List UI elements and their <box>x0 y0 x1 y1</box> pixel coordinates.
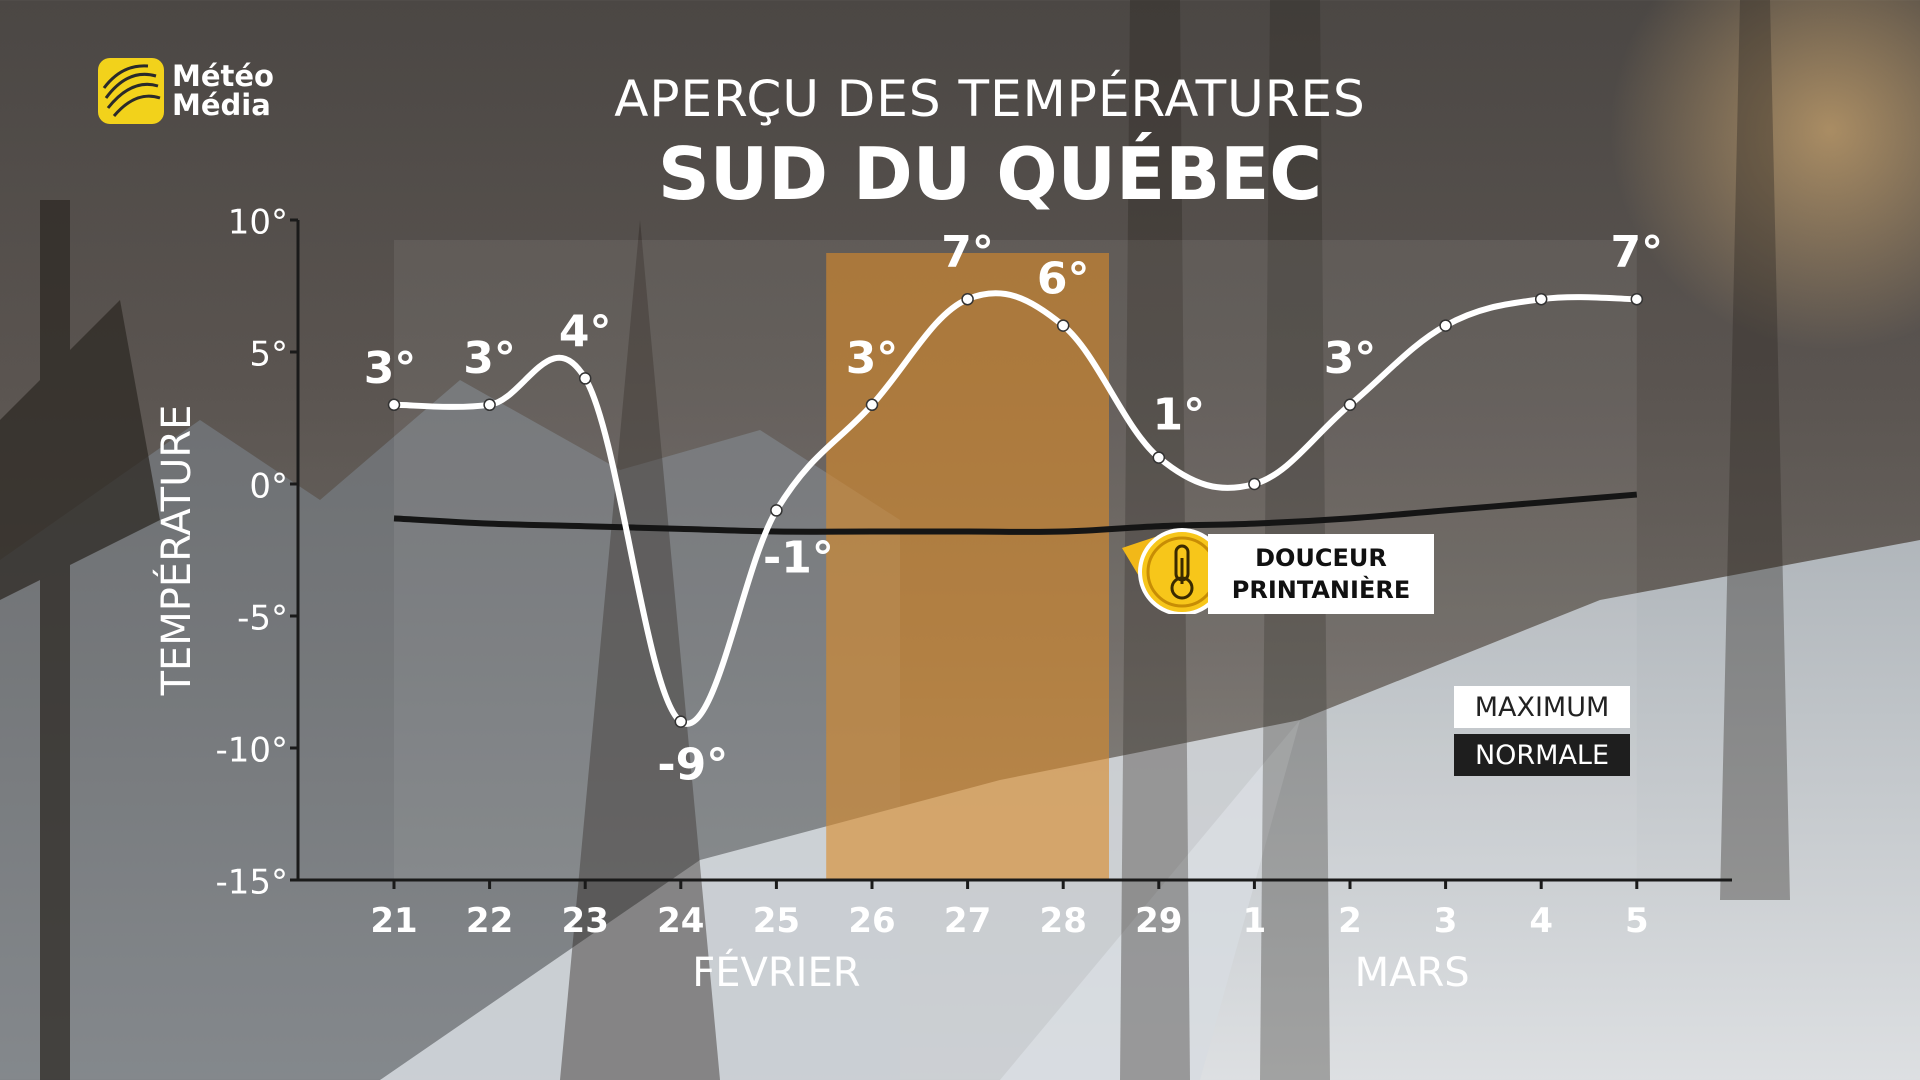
maximum-point <box>1056 319 1070 332</box>
y-tick-label: 10° <box>228 203 288 243</box>
x-tick-label: 22 <box>466 901 513 941</box>
y-tick-label: 0° <box>249 467 288 507</box>
callout-label: DOUCEUR PRINTANIÈRE <box>1208 534 1434 614</box>
month-label: MARS <box>1355 950 1470 996</box>
logo-globe-icon <box>98 58 164 124</box>
maximum-data-label: 7° <box>941 227 994 278</box>
thermometer-icon <box>1122 528 1226 614</box>
maximum-data-label: 3° <box>846 333 899 384</box>
x-tick-label: 3 <box>1434 901 1458 941</box>
y-tick-label: -15° <box>215 863 288 903</box>
logo-text: Météo Média <box>172 62 274 120</box>
maximum-data-label: 3° <box>364 343 417 394</box>
logo-line1: Météo <box>172 59 274 93</box>
x-tick-label: 4 <box>1529 901 1553 941</box>
x-tick-label: 25 <box>753 901 800 941</box>
maximum-point <box>770 504 783 517</box>
y-tick-label: -10° <box>215 731 288 771</box>
maximum-data-label: 1° <box>1152 390 1205 441</box>
maximum-data-label: 3° <box>1324 333 1377 384</box>
y-tick-label: 5° <box>249 335 288 375</box>
callout-line2: PRINTANIÈRE <box>1231 576 1411 604</box>
maximum-point <box>1248 477 1261 491</box>
maximum-data-label: 6° <box>1037 254 1090 305</box>
maximum-point <box>674 715 688 728</box>
maximum-point <box>483 398 496 412</box>
maximum-point <box>1343 398 1357 412</box>
legend-maximum: MAXIMUM <box>1454 686 1630 728</box>
highlight-band <box>826 253 1109 880</box>
chart-subtitle: SUD DU QUÉBEC <box>657 132 1323 216</box>
x-tick-label: 2 <box>1338 901 1362 941</box>
spring-mildness-callout: DOUCEUR PRINTANIÈRE <box>1118 528 1436 614</box>
maximum-point <box>1630 292 1644 306</box>
x-tick-label: 1 <box>1243 901 1267 941</box>
x-tick-label: 24 <box>657 901 704 941</box>
meteo-media-logo: Météo Média <box>98 58 274 124</box>
x-tick-label: 27 <box>944 901 991 941</box>
maximum-point <box>1152 451 1166 464</box>
x-tick-label: 5 <box>1625 901 1649 941</box>
month-label: FÉVRIER <box>692 948 860 996</box>
x-tick-label: 29 <box>1135 901 1182 941</box>
maximum-line <box>393 290 1637 727</box>
maximum-point <box>961 292 974 306</box>
maximum-point <box>387 398 401 412</box>
maximum-data-label: -9° <box>657 740 728 791</box>
legend-normale: NORMALE <box>1454 734 1630 776</box>
maximum-point <box>1534 292 1548 306</box>
logo-line2: Média <box>172 88 271 122</box>
maximum-point <box>578 372 592 385</box>
y-axis-label: TEMPÉRATURE <box>152 405 200 697</box>
x-tick-label: 23 <box>562 901 609 941</box>
x-tick-label: 26 <box>848 901 895 941</box>
maximum-point <box>1439 319 1452 332</box>
maximum-point <box>865 398 879 412</box>
normale-line <box>393 491 1638 535</box>
maximum-data-label: 7° <box>1610 227 1663 278</box>
callout-line1: DOUCEUR <box>1255 544 1387 572</box>
x-tick-label: 28 <box>1040 901 1087 941</box>
maximum-data-label: 3° <box>463 333 516 384</box>
maximum-data-label: 4° <box>559 306 612 357</box>
maximum-data-label: -1° <box>763 532 834 583</box>
x-tick-label: 21 <box>370 901 417 941</box>
chart-title: APERÇU DES TEMPÉRATURES <box>614 70 1366 128</box>
y-tick-label: -5° <box>237 599 288 639</box>
